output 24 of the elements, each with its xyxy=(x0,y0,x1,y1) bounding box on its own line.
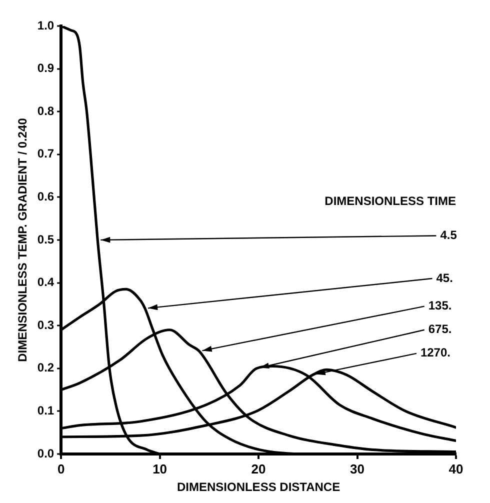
y-tick-label: 0.7 xyxy=(37,146,54,161)
y-tick-label: 0.9 xyxy=(37,61,54,76)
text: 675. xyxy=(428,322,452,336)
x-tick-label: 0 xyxy=(57,461,65,476)
y-tick-label: 0.2 xyxy=(37,360,54,375)
text: 135. xyxy=(428,298,452,313)
y-tick-label: 0.0 xyxy=(37,446,54,460)
text: 4.5 xyxy=(440,228,458,242)
legend-title: DIMENSIONLESS TIME xyxy=(324,194,456,208)
text: 1270. xyxy=(420,346,450,360)
y-tick-label: 0.4 xyxy=(37,275,54,290)
y-tick-label: 0.5 xyxy=(37,232,54,246)
text: 45. xyxy=(436,270,453,285)
x-tick-label: 40 xyxy=(448,461,464,476)
y-tick-label: 0.8 xyxy=(37,104,54,118)
y-tick-label: 0.6 xyxy=(37,190,54,204)
x-tick-label: 20 xyxy=(251,461,266,476)
y-tick-label: 0.3 xyxy=(37,318,54,332)
x-axis-title: DIMENSIONLESS DISTANCE xyxy=(176,480,340,494)
y-tick-label: 1.0 xyxy=(37,18,54,32)
x-tick-label: 10 xyxy=(152,461,168,476)
x-tick-label: 30 xyxy=(350,461,365,476)
y-axis-title: DIMENSIONLESS TEMP. GRADIENT / 0.240 xyxy=(16,118,30,362)
y-tick-label: 0.1 xyxy=(37,404,54,418)
